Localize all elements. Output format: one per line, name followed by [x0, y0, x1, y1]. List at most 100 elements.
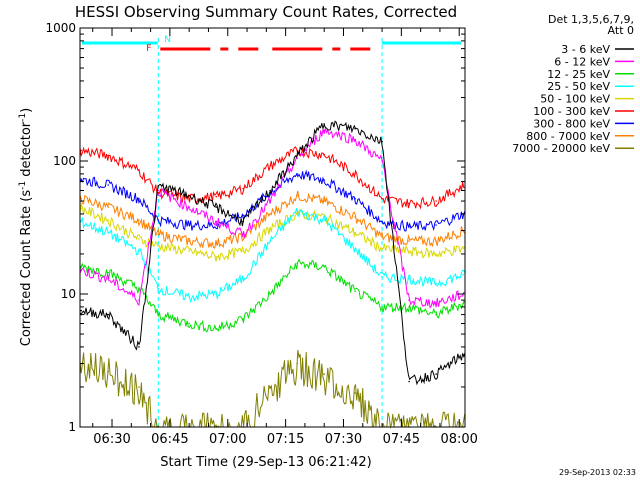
- series-line-6-12-kev: [79, 128, 466, 309]
- plot-frame: [79, 27, 466, 428]
- series-point: [408, 380, 410, 383]
- series-point: [157, 313, 160, 316]
- series-line-12-25-kev: [79, 258, 466, 333]
- series-point: [408, 226, 410, 228]
- x-tick-label: 06:45: [151, 432, 188, 447]
- plot-area: NF: [79, 35, 466, 429]
- series-point: [269, 240, 272, 242]
- x-tick-label: 07:00: [209, 432, 246, 447]
- series-point: [188, 250, 190, 252]
- series-point: [157, 233, 160, 236]
- series-point: [215, 327, 217, 330]
- series-point: [157, 219, 160, 221]
- series-point: [296, 210, 299, 212]
- series-point: [296, 362, 299, 365]
- series-point: [381, 160, 383, 162]
- series-point: [107, 371, 109, 373]
- series-point: [435, 253, 437, 255]
- series-point: [269, 189, 272, 192]
- series-point: [381, 275, 383, 278]
- series-point: [296, 194, 299, 197]
- series-point: [269, 293, 272, 295]
- series-point: [323, 219, 326, 221]
- series-point: [188, 198, 190, 200]
- series-point: [138, 169, 140, 172]
- series-point: [80, 309, 82, 312]
- series-point: [157, 185, 160, 187]
- series-point: [323, 200, 326, 202]
- series-point: [138, 198, 140, 200]
- series-point: [107, 313, 109, 316]
- series-point: [157, 287, 160, 290]
- series-point: [462, 273, 464, 276]
- footer-date: 29-Sep-2013 02:33: [559, 468, 636, 477]
- series-point: [354, 231, 356, 234]
- series-point: [435, 313, 437, 316]
- series-point: [354, 198, 356, 200]
- legend-label: 7000 - 20000 keV: [512, 142, 610, 155]
- x-axis-label: Start Time (29-Sep-13 06:21:42): [160, 455, 371, 470]
- series-point: [381, 306, 383, 308]
- series-point: [107, 278, 109, 280]
- x-axis: 06:30 06:45 07:00 07:15 07:30 07:45 08:00: [92, 28, 478, 447]
- series-point: [269, 386, 272, 388]
- series-line-300-800-kev: [79, 169, 466, 232]
- y-axis-label-mid: detector: [19, 121, 34, 181]
- series-point: [138, 238, 140, 240]
- series-point: [408, 278, 410, 280]
- series-point: [323, 129, 326, 132]
- series-point: [215, 206, 217, 208]
- y-axis: 1 10 100 1000: [45, 21, 465, 434]
- series-line-800-7000-kev: [79, 190, 466, 249]
- series-point: [107, 271, 109, 274]
- series-point: [269, 213, 272, 215]
- series-point: [381, 140, 383, 143]
- series-point: [435, 224, 437, 226]
- series-point: [215, 242, 217, 245]
- legend-label: 3 - 6 keV: [561, 43, 610, 56]
- series-point: [296, 173, 299, 175]
- series-point: [80, 178, 82, 180]
- series-point: [242, 250, 244, 252]
- series-point: [138, 219, 140, 221]
- series-point: [354, 127, 356, 130]
- series-line-100-300-kev: [79, 146, 466, 210]
- flare-flag-label: F: [146, 44, 151, 54]
- legend-label: 300 - 800 keV: [533, 117, 610, 130]
- series-point: [323, 123, 326, 125]
- series-point: [296, 154, 299, 157]
- series-point: [242, 214, 244, 217]
- series-point: [381, 247, 383, 250]
- series-point: [381, 235, 383, 238]
- series-point: [107, 206, 109, 208]
- legend-label: 25 - 50 keV: [547, 80, 610, 93]
- y-axis-label-sup1: -1: [18, 181, 28, 190]
- series-point: [354, 392, 356, 394]
- series-point: [80, 266, 82, 268]
- series-point: [296, 262, 299, 265]
- y-axis-label-end: ): [19, 108, 34, 113]
- series-point: [462, 185, 464, 187]
- series-point: [381, 220, 383, 223]
- legend-label: 100 - 300 keV: [533, 105, 610, 118]
- series-point: [242, 187, 244, 190]
- y-tick-label: 1: [68, 420, 76, 434]
- y-tick-label: 10: [61, 287, 76, 301]
- legend-label: 800 - 7000 keV: [526, 130, 610, 143]
- series-point: [242, 318, 244, 320]
- x-tick-label: 07:15: [267, 432, 304, 447]
- legend-header: Att 0: [608, 24, 634, 37]
- series-point: [138, 346, 140, 348]
- x-tick-label: 06:30: [93, 432, 130, 447]
- series-point: [408, 202, 410, 205]
- series-point: [435, 373, 437, 375]
- series-point: [435, 240, 437, 242]
- series-point: [215, 256, 217, 258]
- series-point: [107, 219, 109, 221]
- series-point: [462, 353, 464, 356]
- series-point: [408, 299, 410, 301]
- series-point: [462, 247, 464, 250]
